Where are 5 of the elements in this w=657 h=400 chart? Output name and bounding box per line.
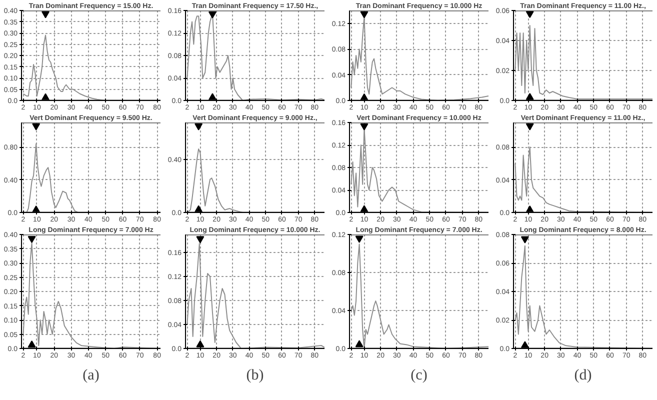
text: (d) [574, 368, 592, 384]
text: (c) [410, 368, 428, 384]
text: (b) [246, 368, 264, 384]
line-series [186, 12, 324, 100]
text: (a) [82, 368, 100, 384]
